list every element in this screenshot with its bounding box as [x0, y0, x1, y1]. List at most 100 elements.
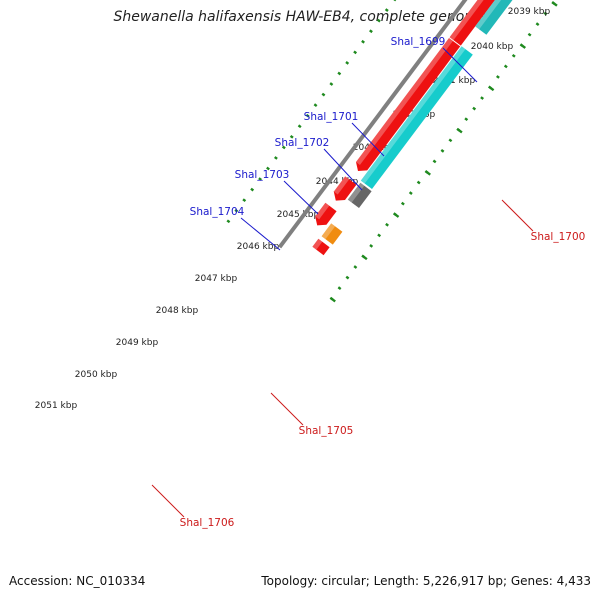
tick-label: 2041 kbp [433, 76, 476, 86]
tick-mark [496, 75, 500, 79]
tick-mark [369, 244, 374, 248]
gene-shal-1706-shade [356, 38, 453, 165]
tick-label: 2046 kbp [237, 242, 280, 252]
label-leaders [151, 47, 534, 518]
tick-mark [384, 8, 389, 12]
gene-shal-1705-b-shade [475, 0, 502, 30]
backbone [278, 0, 468, 249]
tick-mark [527, 32, 532, 37]
tick-mark [313, 103, 318, 107]
tick-mark [297, 124, 302, 129]
gene-shal-1708[interactable] [315, 202, 337, 226]
gene-shal-1705-shade [449, 0, 484, 41]
gene-shal-1708-b-shade [321, 223, 336, 240]
gene-label-leader [442, 47, 478, 83]
gene-label-leader [351, 122, 385, 157]
gene-label[interactable]: Shal_1704 [190, 206, 245, 218]
tick-label: 2051 kbp [35, 401, 78, 411]
tick-mark [337, 71, 342, 76]
tick-mark [250, 187, 255, 192]
tick-mark [289, 134, 294, 139]
tick-mark [543, 11, 548, 16]
tick-mark [432, 159, 437, 164]
gene-label[interactable]: Shal_1700 [531, 231, 586, 243]
tick-mark [511, 53, 516, 58]
gene-shal-1707[interactable] [333, 176, 357, 201]
gene-shal-1707-shade [333, 176, 350, 195]
gene-label-leader [240, 217, 281, 251]
tick-mark [353, 50, 358, 55]
tick-mark-major [519, 43, 527, 49]
tick-mark [361, 39, 365, 44]
tick-label: 2048 kbp [156, 306, 199, 316]
tick-mark [448, 138, 453, 143]
tick-mark [377, 233, 382, 238]
tick-mark-major [329, 296, 336, 303]
tick-label: 2047 kbp [195, 274, 238, 284]
tick-mark-major [551, 1, 558, 7]
gene-label[interactable]: Shal_1706 [180, 517, 235, 529]
tick-label: 2045 kbp [277, 210, 320, 220]
accession-text: Accession: NC_010334 [9, 574, 146, 588]
tick-mark [321, 92, 326, 97]
tick-mark [369, 29, 373, 34]
tick-marks [226, 0, 558, 303]
tick-mark [480, 96, 484, 100]
gene-label-leader [323, 148, 363, 191]
gene-shal-1705[interactable] [449, 0, 546, 46]
tick-mark [385, 222, 389, 227]
tick-mark-major [456, 127, 463, 134]
tick-mark [273, 156, 278, 160]
tick-mark-major [488, 85, 495, 92]
gene-label[interactable]: Shal_1705 [299, 425, 354, 437]
tick-mark [226, 219, 231, 224]
tick-mark [472, 106, 477, 111]
tick-mark [345, 275, 350, 280]
tick-mark [535, 22, 540, 26]
tick-mark [503, 64, 508, 69]
gene-shal-1706[interactable] [356, 38, 461, 171]
tick-mark [281, 145, 286, 150]
tick-mark [305, 113, 310, 118]
tick-label: 2050 kbp [75, 370, 118, 380]
gene-label[interactable]: Shal_1699 [391, 36, 446, 48]
map-title: Shewanella halifaxensis HAW-EB4, complet… [113, 9, 487, 25]
gene-shal-1706-b[interactable] [360, 46, 473, 190]
tick-mark [464, 117, 469, 122]
tick-mark-major [361, 254, 368, 261]
tick-mark [440, 149, 445, 153]
tick-mark [242, 198, 247, 203]
tick-mark [329, 82, 334, 86]
backbone-line [278, 0, 468, 249]
tick-label: 2040 kbp [471, 42, 514, 52]
gene-label-leader [501, 199, 534, 232]
gene-shal-1709[interactable] [312, 238, 330, 256]
tick-mark-major [393, 212, 400, 218]
tick-label: 2049 kbp [116, 338, 159, 348]
tick-mark [416, 180, 421, 185]
gene-label[interactable]: Shal_1703 [235, 169, 290, 181]
tick-label: 2044 kbp [316, 177, 359, 187]
tick-mark [400, 201, 405, 206]
gene-shal-1707-b[interactable] [347, 182, 372, 208]
gene-shal-1706-b-shade [360, 46, 466, 184]
gene-shal-1709-shade [312, 238, 323, 250]
gene-label-leader [283, 180, 319, 215]
tick-mark-major [424, 170, 431, 176]
tick-mark [258, 177, 263, 181]
gene-label[interactable]: Shal_1702 [275, 137, 330, 149]
tick-mark [408, 191, 413, 195]
gene-features [312, 0, 559, 256]
genome-summary-text: Topology: circular; Length: 5,226,917 bp… [261, 574, 591, 588]
gene-label-leader [270, 392, 304, 426]
tick-mark [345, 61, 350, 65]
gene-shal-1708-b[interactable] [321, 223, 343, 245]
tick-mark [376, 18, 381, 23]
tick-label: 2039 kbp [508, 7, 551, 17]
tick-mark [234, 208, 239, 213]
gene-label[interactable]: Shal_1701 [304, 111, 359, 123]
gene-shal-1705-b[interactable] [475, 0, 559, 35]
